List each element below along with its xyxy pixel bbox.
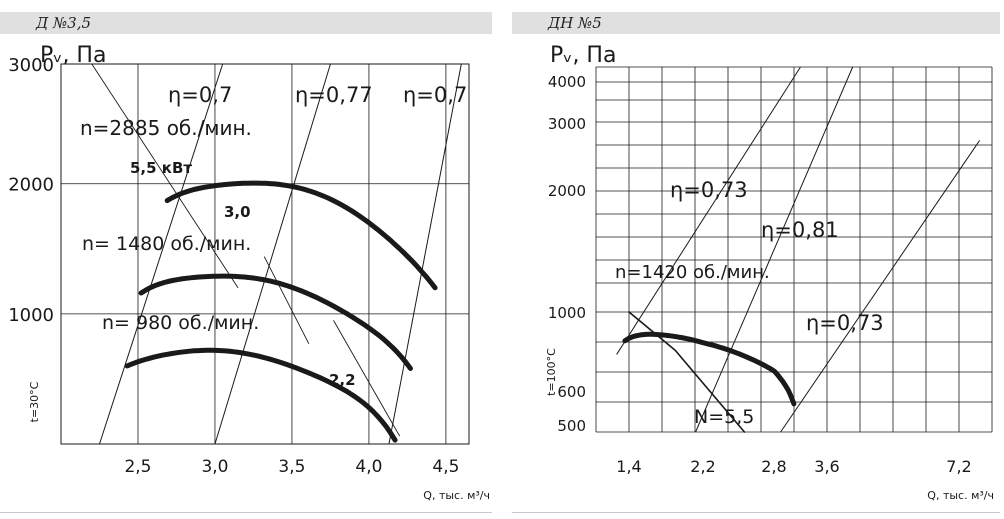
left-efficiency-line [99, 63, 224, 445]
right-efficiency-line [695, 66, 854, 433]
right-x-tick-label: 1,4 [616, 457, 641, 476]
right-fan-chart: 1,4 2,2 2,8 3,6 7,2 500 600 1000 2000 3000 4000 Pᵥ,… [545, 43, 994, 502]
right-y-tick-label: 600 [557, 383, 586, 401]
left-x-axis-label: Q, тыс. м³/ч [423, 489, 490, 502]
right-y-tick-label: 4000 [548, 73, 586, 91]
left-chart-title: Д №3,5 [36, 14, 92, 32]
left-rpm-curve [124, 347, 398, 443]
left-chart-header: Д №3,5 [0, 12, 492, 34]
right-power-line [628, 311, 746, 433]
left-annotation-power-55: 5,5 кВт [130, 159, 192, 177]
right-chart-header: ДН №5 [512, 12, 1000, 34]
right-annotation-eta-081: η=0,81 [761, 218, 839, 242]
left-x-tick-label: 4,5 [432, 457, 459, 477]
left-annotation-rpm-2885: n=2885 об./мин. [80, 116, 252, 140]
left-efficiency-line [388, 63, 462, 445]
left-temperature-label: t=30°C [28, 381, 41, 422]
right-annotation-eta-073-right: η=0,73 [806, 311, 884, 335]
right-y-tick-label: 1000 [548, 304, 586, 322]
left-y-tick-label: 2000 [8, 175, 54, 196]
left-rpm-curve [164, 180, 438, 291]
left-y-axis-label: Pᵥ, Па [40, 43, 106, 68]
right-chart-title: ДН №5 [548, 14, 602, 32]
right-y-tick-label: 3000 [548, 115, 586, 133]
left-power-line [333, 320, 401, 437]
left-x-tick-label: 3,5 [278, 457, 305, 477]
right-x-tick-label: 2,2 [690, 457, 715, 476]
left-plot-frame [60, 63, 470, 445]
right-annotation-eta-073: η=0,73 [670, 178, 748, 202]
left-annotation-power-22: 2,2 [329, 371, 356, 389]
right-efficiency-line [780, 140, 981, 433]
right-x-tick-label: 7,2 [946, 457, 971, 476]
right-x-tick-label: 3,6 [814, 457, 839, 476]
left-power-line [91, 63, 239, 289]
left-annotation-eta-077: η=0,77 [295, 83, 373, 107]
right-x-tick-label: 2,8 [761, 457, 786, 476]
left-y-tick-label: 1000 [8, 305, 54, 326]
left-y-tick-label: 3000 [8, 55, 54, 76]
left-x-tick-label: 2,5 [124, 457, 151, 477]
right-y-tick-label: 500 [557, 417, 586, 435]
left-annotation-power-30: 3,0 [224, 203, 251, 221]
left-rpm-curve [138, 273, 413, 371]
left-footer-divider [0, 512, 492, 513]
left-x-tick-label: 4,0 [355, 457, 382, 477]
right-temperature-label: t=100°C [545, 348, 558, 396]
left-annotation-eta-07: η=0,7 [168, 83, 232, 107]
right-x-axis-label: Q, тыс. м³/ч [927, 489, 994, 502]
left-efficiency-line [214, 63, 331, 445]
right-chart-panel: ДН №5 1,4 2,2 2,8 3,6 7,2 500 600 1000 2000 3000 4… [512, 0, 1004, 519]
left-chart-panel: Д №3,5 2,5 3,0 3,5 4,0 4,5 1000 2000 3000 Pᵥ, Па… [0, 0, 496, 519]
left-annotation-eta-07-right: η=0,7 [403, 83, 467, 107]
left-x-tick-label: 3,0 [201, 457, 228, 477]
right-footer-divider [512, 512, 1000, 513]
right-y-tick-label: 2000 [548, 182, 586, 200]
left-power-line [263, 256, 310, 344]
right-y-axis-label: Pᵥ, Па [550, 43, 616, 68]
right-rpm-curve [622, 331, 797, 407]
left-annotation-rpm-1480: n= 1480 об./мин. [82, 233, 251, 255]
right-efficiency-line [616, 66, 801, 355]
right-annotation-rpm-1420: n=1420 об./мин. [615, 262, 770, 283]
left-annotation-rpm-980: n= 980 об./мин. [102, 312, 259, 334]
right-annotation-power-55: N=5,5 [694, 406, 754, 428]
